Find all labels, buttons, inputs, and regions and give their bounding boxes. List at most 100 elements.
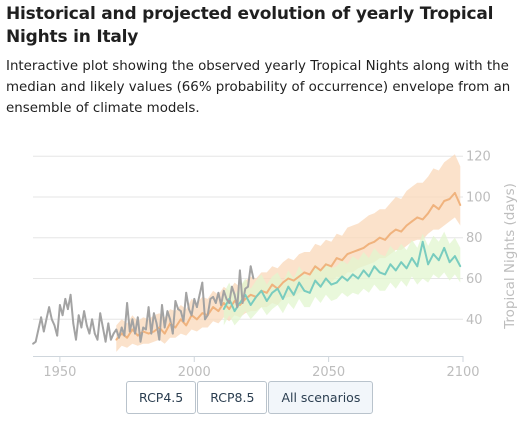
rcp85-point-2039 (298, 275, 300, 278)
observed-point-1943 (40, 316, 42, 319)
observed-point-1991 (169, 318, 172, 321)
rcp85-point-2081 (411, 220, 413, 223)
x-tick-label-2000: 2000 (178, 365, 211, 378)
rcp85-point-2079 (405, 224, 408, 227)
rcp85-point-1981 (142, 330, 145, 333)
rcp85-point-2091 (437, 208, 440, 211)
rcp45-point-2057 (346, 279, 349, 282)
observed-point-1942 (37, 328, 40, 331)
rcp45-point-2039 (298, 281, 300, 284)
rcp45-point-2013 (228, 298, 231, 300)
rcp85-point-2075 (394, 228, 397, 231)
observed-point-1981 (142, 326, 145, 329)
rcp85-point-2019 (244, 298, 247, 300)
rcp45-point-2011 (222, 308, 225, 310)
observed-point-1957 (77, 314, 80, 317)
observed-point-1967 (104, 340, 107, 343)
page-subtitle: Interactive plot showing the observed ye… (6, 59, 511, 116)
observed-point-2012 (225, 298, 228, 300)
all-scenarios-button[interactable]: All scenarios (268, 381, 374, 414)
rcp45-point-2069 (378, 271, 381, 274)
rcp85-point-2037 (292, 279, 295, 282)
rcp85-point-2009 (217, 310, 220, 312)
rcp85-point-2095 (448, 198, 451, 200)
rcp85-point-2083 (416, 216, 419, 219)
y-tick-label-40: 40 (466, 313, 483, 328)
observed-point-1971 (115, 328, 118, 331)
observed-point-1994 (177, 308, 180, 310)
rcp85-point-1985 (153, 330, 155, 333)
scenario-selector: RCP4.5 RCP8.5 All scenarios (126, 381, 374, 414)
observed-point-1997 (185, 291, 188, 294)
observed-point-2006 (209, 298, 212, 300)
rcp85-point-2073 (389, 232, 392, 235)
observed-point-2001 (196, 306, 198, 308)
rcp85-point-2045 (314, 265, 317, 268)
rcp85-point-2017 (239, 304, 241, 306)
rcp85-point-2015 (233, 300, 236, 302)
x-tick-label-2050: 2050 (312, 365, 345, 378)
rcp45-point-2031 (276, 287, 279, 290)
observed-point-1990 (166, 310, 169, 312)
rcp85-point-1995 (179, 318, 182, 321)
rcp45-likely-range-band (223, 231, 461, 326)
rcp85-point-2003 (201, 312, 204, 315)
x-tick-label-1950: 1950 (43, 365, 76, 378)
observed-point-1960 (85, 324, 88, 327)
observed-point-2019 (244, 287, 247, 290)
observed-point-1962 (91, 318, 93, 321)
rcp85-point-1993 (174, 326, 177, 329)
observed-point-2014 (231, 285, 233, 288)
observed-point-1953 (67, 308, 69, 310)
y-tick-label-60: 60 (466, 272, 483, 287)
rcp85-point-2099 (459, 204, 462, 206)
rcp45-point-2027 (265, 300, 268, 302)
rcp45-point-2061 (357, 277, 360, 280)
rcp45-point-2089 (432, 253, 435, 255)
rcp85-point-2089 (432, 204, 435, 206)
observed-point-1973 (120, 326, 123, 329)
observed-point-2017 (239, 269, 241, 272)
rcp45-point-2087 (427, 263, 429, 266)
rcp45-point-2055 (341, 275, 343, 278)
observed-point-2015 (233, 293, 236, 296)
rcp85-point-2049 (325, 263, 327, 266)
rcp45-point-2091 (437, 259, 440, 262)
observed-point-1987 (158, 338, 161, 341)
observed-point-1950 (59, 304, 61, 306)
envelope-bands (116, 154, 461, 352)
rcp85-point-2007 (212, 306, 215, 308)
rcp45-point-2093 (443, 247, 446, 249)
rcp45-point-2019 (244, 293, 247, 296)
observed-point-1992 (171, 332, 174, 335)
tropical-nights-chart[interactable]: 1950 2000 2050 2100 40 60 80 100 120 Tropical N… (0, 146, 532, 378)
observed-point-1988 (161, 304, 163, 306)
rcp85-point-2035 (287, 277, 290, 280)
observed-point-1961 (88, 332, 91, 335)
observed-point-1954 (69, 293, 72, 296)
rcp45-point-2073 (389, 263, 392, 266)
observed-point-1968 (107, 322, 110, 325)
rcp45-point-2063 (362, 269, 365, 272)
observed-point-1975 (126, 302, 128, 304)
rcp85-point-1975 (126, 336, 128, 339)
observed-point-1941 (34, 340, 37, 343)
observed-point-1993 (174, 300, 177, 302)
rcp45-point-2037 (292, 293, 295, 296)
rcp45-point-2095 (448, 261, 451, 264)
observed-point-1963 (93, 332, 96, 335)
rcp45-point-2015 (233, 310, 236, 312)
rcp85-point-2027 (265, 291, 268, 294)
observed-point-1996 (182, 320, 185, 323)
rcp85-point-2021 (249, 293, 252, 296)
rcp45-button[interactable]: RCP4.5 (126, 381, 197, 414)
rcp85-point-2051 (330, 265, 333, 268)
observed-point-2000 (193, 298, 196, 300)
rcp45-point-2041 (303, 289, 306, 292)
observed-point-1948 (53, 324, 56, 327)
rcp85-button[interactable]: RCP8.5 (197, 381, 268, 414)
observed-point-1947 (50, 318, 53, 321)
observed-point-1952 (64, 298, 67, 300)
observed-point-1951 (61, 314, 64, 317)
observed-point-2004 (204, 318, 206, 321)
